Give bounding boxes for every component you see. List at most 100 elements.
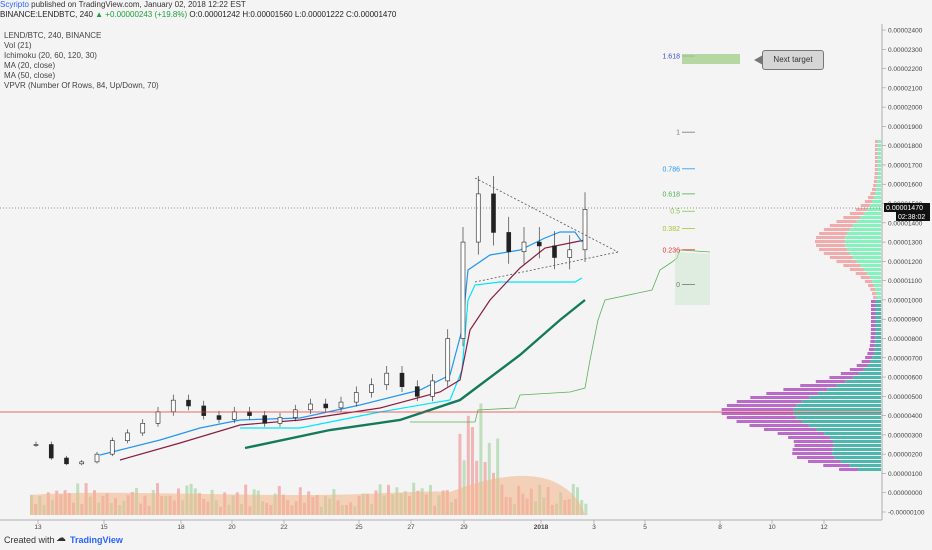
x-tick-label: 5 [643, 524, 647, 531]
candle-body [125, 432, 130, 441]
vpvr-down-bar [726, 416, 797, 419]
vpvr-down-bar [816, 244, 846, 247]
countdown-badge [896, 212, 930, 221]
vpvr-up-bar [836, 384, 881, 387]
vpvr-up-bar [849, 464, 881, 467]
vpvr-up-bar [870, 360, 881, 363]
vpvr-down-bar [792, 448, 833, 451]
vpvr-down-bar [870, 336, 876, 339]
price-chart[interactable]: 1.618 1 0.786 0.618 0.5 0.382 0.236 0 0.0000240… [0, 24, 932, 532]
tradingview-brand[interactable]: TradingView [70, 535, 123, 545]
vpvr-up-bar [860, 264, 881, 267]
vpvr-up-bar [872, 356, 881, 359]
vpvr-down-bar [815, 240, 845, 243]
x-tick-label: 10 [768, 524, 776, 531]
vpvr-up-bar [846, 248, 881, 251]
vpvr-down-bar [870, 324, 876, 327]
vpvr-up-bar [796, 416, 881, 419]
legend-item-symbol[interactable]: LEND/BTC, 240, BINANCE [4, 31, 102, 40]
vpvr-down-bar [829, 256, 853, 259]
y-tick-label: 0.00000900 [888, 317, 923, 324]
vpvr-down-bar [750, 396, 810, 399]
vpvr-down-bar [840, 372, 859, 375]
vpvr-up-bar [852, 224, 881, 227]
legend-item-volume[interactable]: Vol (21) [4, 41, 32, 50]
vpvr-down-bar [870, 340, 876, 343]
fib-level-label: 1 [676, 130, 680, 137]
indicator-legend: LEND/BTC, 240, BINANCE Vol (21) Ichimoku… [4, 31, 159, 91]
vpvr-up-bar [863, 368, 881, 371]
y-tick-label: 0.00001300 [888, 240, 923, 247]
countdown-label: 02:38:02 [898, 214, 925, 221]
y-tick-label: 0.00001200 [888, 259, 923, 266]
candles [33, 175, 588, 466]
candle-body [262, 415, 268, 424]
fib-level-label: 0 [676, 282, 680, 289]
x-tick-label: 13 [34, 524, 42, 531]
vpvr-up-bar [833, 444, 881, 447]
author-link[interactable]: Scyripto [0, 0, 29, 9]
last-price-label: 0.00001470 [886, 205, 923, 212]
last-price-badge [884, 203, 930, 212]
vpvr-down-bar [794, 444, 834, 447]
vpvr-up-bar [872, 280, 881, 283]
vpvr-down-bar [874, 140, 878, 143]
volume-bar [458, 433, 462, 515]
vpvr-up-bar [875, 288, 881, 291]
vpvr-down-bar [869, 344, 875, 347]
candle-body [64, 457, 69, 465]
vpvr-up-bar [801, 400, 881, 403]
vpvr-up-bar [827, 388, 881, 391]
volume-bar [487, 442, 491, 515]
vpvr-up-bar [832, 448, 881, 451]
candle-body [308, 403, 313, 411]
vpvr-down-bar [829, 224, 853, 227]
vpvr-up-bar [817, 392, 881, 395]
candle-body [384, 372, 390, 386]
vpvr-down-bar [793, 440, 834, 443]
vpvr-up-bar [858, 372, 881, 375]
y-tick-label: 0.00001900 [888, 124, 923, 131]
vpvr-up-bar [856, 260, 881, 263]
candle-body [231, 411, 237, 420]
vpvr-down-bar [870, 312, 876, 315]
vpvr-up-bar [876, 296, 881, 299]
y-tick-label: 0.00002300 [888, 47, 923, 54]
vpvr-down-bar [749, 424, 809, 427]
candle-body [323, 403, 329, 409]
vpvr-up-bar [877, 180, 881, 183]
low-value: L:0.00001222 [294, 10, 344, 19]
candle-body [414, 386, 420, 397]
y-tick-label: 0.00000800 [888, 336, 923, 343]
legend-item-ma50[interactable]: MA (50, close) [4, 71, 56, 80]
legend-item-ichimoku[interactable]: Ichimoku (20, 60, 120, 30) [4, 51, 97, 60]
vpvr-down-bar [788, 436, 830, 439]
candle-body [201, 405, 207, 416]
vpvr-up-bar [877, 164, 881, 167]
y-tick-label: 0.00002000 [888, 105, 923, 112]
x-tick-label: 3 [592, 524, 596, 531]
ma-20-line [119, 239, 586, 461]
fib-level-label: 1.618 [662, 54, 680, 61]
vpvr-up-bar [849, 228, 881, 231]
vpvr-up-bar [867, 364, 881, 367]
volume-bar [466, 415, 470, 515]
vpvr-down-bar [874, 156, 878, 159]
vpvr-up-bar [873, 196, 881, 199]
target-zone [682, 54, 740, 64]
footer: Created with ☁ TradingView [0, 532, 932, 550]
candle-body [399, 372, 405, 387]
vpvr-up-bar [863, 212, 881, 215]
vpvr-up-bar [872, 200, 881, 203]
vpvr-down-bar [864, 280, 873, 283]
y-tick-label: 0.00002400 [888, 28, 923, 35]
x-tick-label: 29 [460, 524, 468, 531]
y-tick-label: 0.00000400 [888, 413, 923, 420]
vpvr-down-bar [870, 192, 876, 195]
vpvr-down-bar [870, 308, 876, 311]
legend-item-ma20[interactable]: MA (20, close) [4, 61, 56, 70]
vpvr-up-bar [860, 216, 881, 219]
legend-item-vpvr[interactable]: VPVR (Number Of Rows, 84, Up/Down, 70) [4, 81, 159, 90]
open-value: O:0.00001242 [189, 10, 241, 19]
publish-text: published on TradingView.com, January 02… [28, 0, 246, 9]
